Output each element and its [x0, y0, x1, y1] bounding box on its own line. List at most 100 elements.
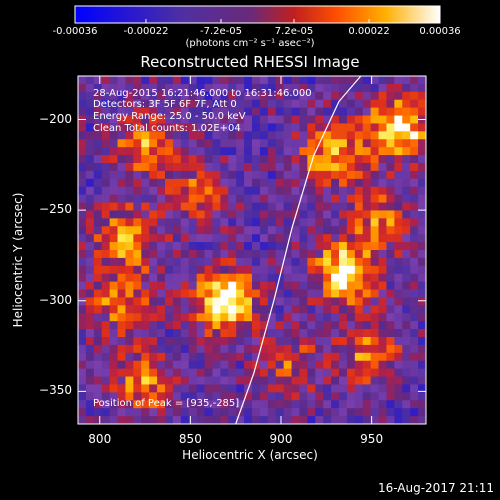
heatmap-cell: [78, 250, 87, 259]
heatmap-cell: [180, 155, 190, 164]
heatmap-cell: [188, 337, 198, 346]
heatmap-cell: [93, 99, 103, 109]
heatmap-cell: [228, 281, 237, 291]
heatmap-cell: [370, 107, 380, 117]
heatmap-cell: [133, 170, 142, 180]
heatmap-cell: [315, 83, 324, 93]
colorbar-tick-label: 0.00036: [419, 26, 461, 37]
heatmap-cell: [149, 321, 158, 330]
heatmap-cell: [157, 297, 166, 306]
heatmap-cell: [204, 139, 214, 148]
heatmap-cell: [346, 281, 356, 291]
heatmap-cell: [386, 313, 395, 322]
heatmap-cell: [228, 313, 237, 322]
heatmap-cell: [339, 281, 348, 291]
heatmap-cell: [196, 147, 206, 156]
heatmap-cell: [157, 368, 166, 378]
heatmap-cell: [149, 384, 158, 393]
heatmap-cell: [85, 384, 95, 393]
heatmap-cell: [220, 360, 229, 370]
heatmap-cell: [275, 392, 285, 401]
heatmap-cell: [204, 155, 214, 164]
heatmap-cell: [117, 257, 127, 267]
heatmap-cell: [117, 115, 127, 125]
heatmap-cell: [141, 281, 150, 291]
heatmap-cell: [354, 163, 364, 172]
heatmap-cell: [283, 281, 293, 291]
heatmap-cell: [204, 218, 214, 227]
heatmap-cell: [220, 352, 229, 362]
heatmap-cell: [394, 76, 403, 85]
heatmap-cell: [299, 281, 308, 291]
heatmap-cell: [291, 250, 301, 259]
heatmap-cell: [323, 170, 332, 180]
heatmap-cell: [244, 194, 253, 204]
heatmap-cell: [180, 360, 190, 370]
heatmap-cell: [172, 329, 182, 338]
heatmap-cell: [346, 115, 356, 125]
heatmap-cell: [259, 226, 269, 235]
heatmap-cell: [259, 257, 269, 267]
heatmap-cell: [212, 210, 221, 219]
heatmap-cell: [259, 368, 269, 378]
heatmap-cell: [165, 321, 174, 330]
heatmap-cell: [228, 115, 237, 125]
heatmap-cell: [244, 273, 253, 283]
heatmap-cell: [188, 281, 198, 291]
heatmap-cell: [220, 273, 229, 283]
heatmap-cell: [93, 408, 103, 417]
heatmap-cell: [157, 234, 166, 243]
heatmap-cell: [157, 218, 166, 227]
heatmap-cell: [85, 242, 95, 251]
heatmap-cell: [275, 170, 285, 180]
heatmap-cell: [133, 186, 142, 196]
heatmap-cell: [125, 321, 134, 330]
heatmap-cell: [228, 337, 237, 346]
heatmap-cell: [378, 321, 388, 330]
heatmap-cell: [339, 297, 348, 306]
heatmap-cell: [133, 360, 142, 370]
heatmap-cell: [101, 202, 111, 212]
heatmap-cell: [141, 344, 150, 354]
heatmap-cell: [378, 281, 388, 291]
heatmap-cell: [220, 257, 229, 267]
heatmap-cell: [299, 155, 308, 164]
heatmap-cell: [378, 376, 388, 386]
heatmap-cell: [172, 218, 182, 227]
heatmap-cell: [418, 416, 426, 424]
heatmap-cell: [165, 400, 174, 409]
heatmap-cell: [149, 313, 158, 322]
heatmap-cell: [204, 194, 214, 204]
heatmap-cell: [220, 99, 229, 109]
heatmap-cell: [259, 305, 269, 314]
plot-title: Reconstructed RHESSI Image: [140, 53, 360, 71]
heatmap-cell: [252, 83, 261, 93]
heatmap-cell: [133, 226, 142, 235]
heatmap-cell: [157, 376, 166, 386]
heatmap-cell: [93, 297, 103, 306]
heatmap-cell: [339, 218, 348, 227]
heatmap-cell: [157, 178, 166, 188]
heatmap-cell: [386, 368, 395, 378]
heatmap-cell: [370, 91, 380, 101]
heatmap-cell: [228, 289, 237, 299]
heatmap-cell: [149, 186, 158, 196]
heatmap-cell: [172, 115, 182, 125]
time-range-annotation: 28-Aug-2015 16:21:46.000 to 16:31:46.000: [93, 88, 312, 99]
heatmap-cell: [299, 416, 308, 424]
heatmap-cell: [228, 178, 237, 188]
heatmap-cell: [299, 83, 308, 93]
heatmap-cell: [410, 91, 419, 101]
heatmap-cell: [244, 147, 253, 156]
heatmap-cell: [180, 139, 190, 148]
heatmap-cell: [315, 202, 324, 212]
heatmap-cell: [157, 360, 166, 370]
heatmap-cell: [339, 186, 348, 196]
heatmap-cell: [323, 163, 332, 172]
heatmap-cell: [117, 123, 127, 132]
heatmap-cell: [228, 392, 237, 401]
heatmap-cell: [78, 194, 87, 204]
heatmap-cell: [204, 265, 214, 275]
heatmap-cell: [133, 242, 142, 251]
heatmap-cell: [291, 392, 301, 401]
